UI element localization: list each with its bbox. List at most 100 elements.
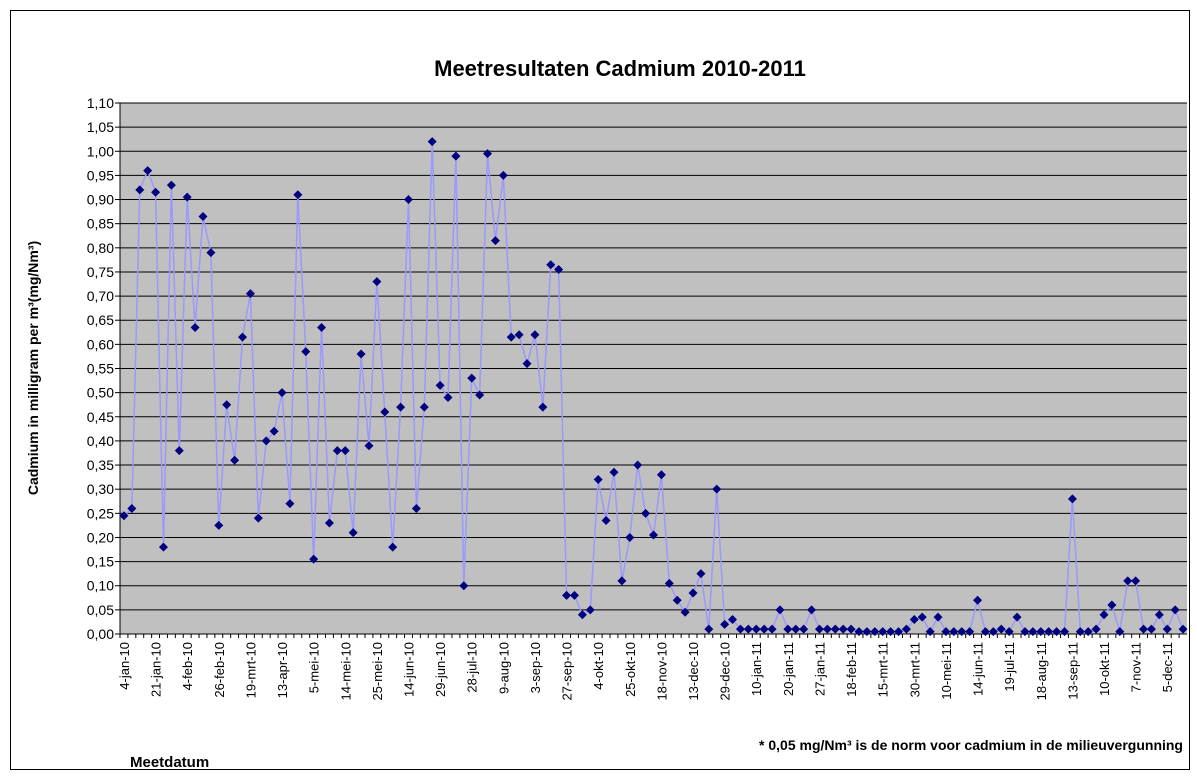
data-point — [174, 446, 184, 456]
data-point — [467, 373, 477, 383]
x-tick-label: 13-apr-10 — [275, 642, 290, 698]
x-tick-label: 25-okt-10 — [623, 642, 638, 697]
y-tick-label: 0,00 — [87, 626, 114, 642]
data-point — [190, 322, 200, 332]
data-point — [807, 605, 817, 615]
data-point — [317, 322, 327, 332]
y-tick-label: 0,75 — [87, 264, 114, 280]
data-point — [783, 624, 793, 634]
y-tick-label: 0,70 — [87, 288, 114, 304]
data-point — [633, 460, 643, 470]
data-point — [301, 347, 311, 357]
x-tick-label: 10-mei-11 — [939, 642, 954, 700]
data-point — [1028, 627, 1038, 637]
data-point — [166, 180, 176, 190]
data-point — [411, 503, 421, 513]
data-point — [609, 467, 619, 477]
x-tick-label: 10-okt-11 — [1097, 642, 1112, 696]
y-tick-label: 1,00 — [87, 143, 114, 159]
data-point — [901, 624, 911, 634]
data-point — [238, 332, 248, 342]
y-tick-label: 0,05 — [87, 602, 114, 618]
data-point — [364, 441, 374, 451]
y-tick-label: 0,85 — [87, 216, 114, 232]
x-tick-label: 5-dec-11 — [1160, 642, 1175, 692]
data-point — [846, 624, 856, 634]
data-point — [1075, 627, 1085, 637]
x-tick-label: 20-jan-11 — [781, 642, 796, 696]
data-point — [925, 627, 935, 637]
data-point — [767, 624, 777, 634]
data-point — [601, 516, 611, 526]
data-point — [720, 619, 730, 629]
x-tick-label: 25-mei-10 — [370, 642, 385, 701]
data-point — [735, 624, 745, 634]
data-point — [1107, 600, 1117, 610]
y-tick-label: 0,35 — [87, 457, 114, 473]
data-point — [443, 392, 453, 402]
y-tick-label: 0,25 — [87, 505, 114, 521]
data-point — [625, 532, 635, 542]
data-point — [396, 402, 406, 412]
data-point — [222, 400, 232, 410]
data-point — [530, 330, 540, 340]
data-point — [696, 569, 706, 579]
data-point — [1067, 494, 1077, 504]
x-tick-label: 29-jun-10 — [433, 642, 448, 697]
data-point — [119, 511, 129, 521]
data-point — [1083, 627, 1093, 637]
data-point — [569, 590, 579, 600]
data-point — [949, 627, 959, 637]
data-point — [538, 402, 548, 412]
data-point — [475, 390, 485, 400]
y-axis-label: Cadmium in milligram per m³(mg/Nm³) — [25, 241, 41, 495]
y-tick-label: 0,20 — [87, 529, 114, 545]
data-point — [435, 380, 445, 390]
data-point — [514, 330, 524, 340]
data-point — [230, 455, 240, 465]
x-tick-label: 13-dec-10 — [686, 642, 701, 701]
data-point — [822, 624, 832, 634]
y-tick-label: 0,15 — [87, 554, 114, 570]
data-point — [1178, 624, 1188, 634]
data-point — [751, 624, 761, 634]
x-tick-label: 9-aug-10 — [496, 642, 511, 694]
data-point — [1091, 624, 1101, 634]
data-point — [451, 151, 461, 161]
data-point — [498, 170, 508, 180]
data-point — [253, 513, 263, 523]
data-point — [957, 627, 967, 637]
data-point — [577, 610, 587, 620]
data-point — [198, 211, 208, 221]
data-point — [522, 359, 532, 369]
x-tick-label: 10-jan-11 — [749, 642, 764, 696]
data-point — [554, 265, 564, 275]
x-tick-label: 30-mrt-11 — [907, 642, 922, 697]
x-tick-label: 4-jan-10 — [117, 642, 132, 690]
x-tick-label: 4-okt-10 — [591, 642, 606, 690]
y-tick-label: 1,10 — [87, 95, 114, 111]
y-tick-label: 0,40 — [87, 433, 114, 449]
data-point — [483, 149, 493, 159]
data-point — [127, 503, 137, 513]
data-point — [1146, 624, 1156, 634]
data-point — [182, 192, 192, 202]
data-point — [506, 332, 516, 342]
y-tick-label: 0,45 — [87, 409, 114, 425]
x-tick-label: 13-sep-11 — [1065, 642, 1080, 700]
data-point — [546, 260, 556, 270]
data-point — [1162, 624, 1172, 634]
data-point — [403, 195, 413, 205]
data-point — [332, 446, 342, 456]
data-point — [158, 542, 168, 552]
data-point — [293, 190, 303, 200]
data-point — [799, 624, 809, 634]
data-point — [245, 289, 255, 299]
data-point — [143, 166, 153, 176]
data-point — [348, 528, 358, 538]
data-point — [759, 624, 769, 634]
data-point — [680, 607, 690, 617]
y-tick-label: 0,60 — [87, 336, 114, 352]
